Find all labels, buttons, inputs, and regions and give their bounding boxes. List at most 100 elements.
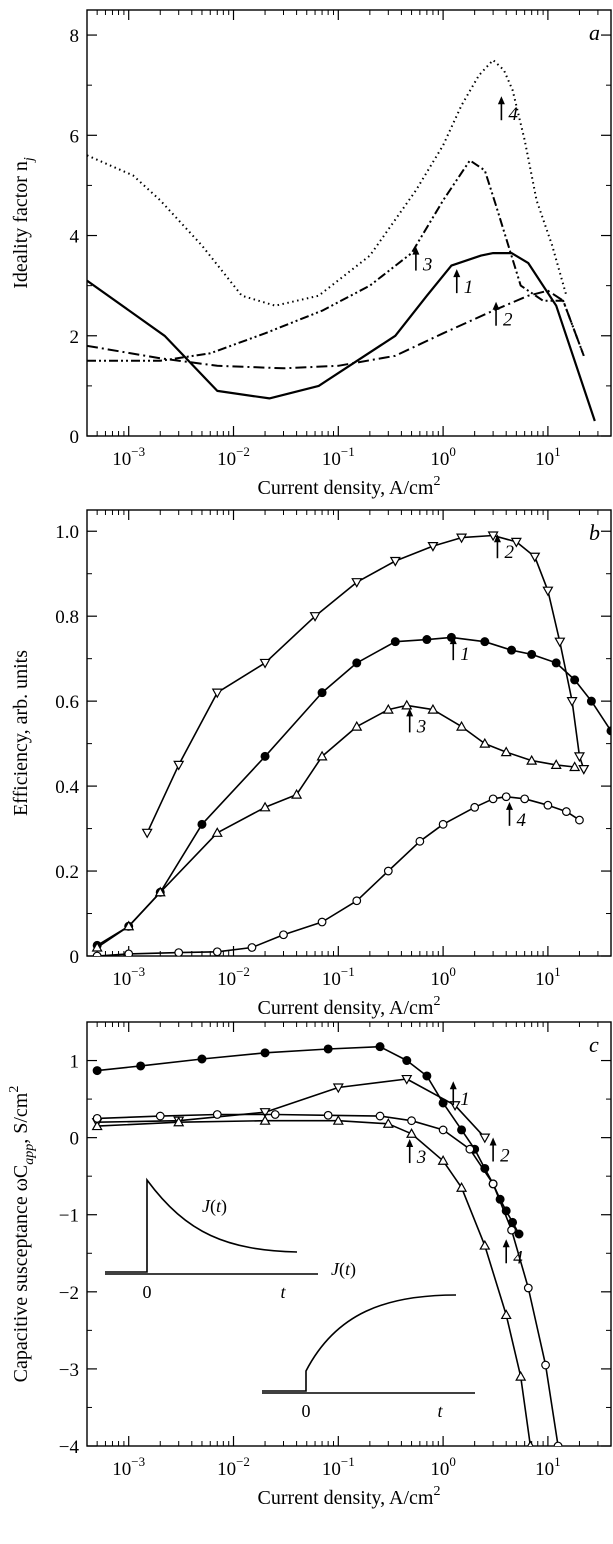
x-tick-label: 10−1: [322, 1454, 355, 1480]
data-point-1: [136, 1061, 146, 1071]
y-tick-label: 8: [70, 26, 80, 47]
data-point-3: [569, 761, 581, 772]
curve-arrowhead-4: [505, 801, 513, 810]
curve-label-3: 3: [416, 1147, 427, 1168]
data-point-2: [259, 1108, 271, 1118]
data-point-3: [437, 1155, 449, 1165]
data-point-1: [390, 637, 400, 647]
data-point-4: [541, 1360, 550, 1370]
x-tick-label-exponent: −3: [131, 964, 145, 979]
data-point-3: [526, 754, 538, 765]
y-tick-label: 0: [70, 947, 80, 968]
data-point-1: [323, 1044, 333, 1054]
data-point-3: [173, 1116, 185, 1127]
inset-func-name: J: [202, 1196, 211, 1216]
inset-func-paren: (: [210, 1196, 216, 1217]
y-tick-label: −4: [59, 1437, 80, 1458]
x-tick-label-base: 10: [535, 1459, 554, 1480]
x-tick-label-base: 10: [112, 969, 131, 990]
data-point-3: [550, 759, 562, 769]
panel-letter: a: [589, 20, 600, 45]
curve-arrowhead-3: [406, 1139, 414, 1148]
inset-t-label: t: [280, 1282, 286, 1302]
data-point-1: [422, 1071, 432, 1081]
inset-zero-label: 0: [143, 1282, 152, 1302]
data-point-3: [500, 1309, 512, 1320]
x-tick-label: 10−1: [322, 444, 355, 470]
inset-1: 0 tJ(t): [105, 1177, 318, 1302]
data-point-4: [212, 1110, 222, 1119]
x-tick-label: 101: [535, 444, 561, 470]
data-point-2: [456, 533, 468, 544]
x-tick-label: 10−3: [112, 964, 145, 990]
data-point-2: [332, 1083, 344, 1094]
data-point-3: [332, 1114, 344, 1125]
curve-label-1: 1: [460, 1089, 470, 1110]
data-point-4: [270, 1110, 280, 1119]
x-tick-label-base: 10: [112, 1459, 131, 1480]
data-layer: [87, 59, 596, 422]
x-tick-label-exponent: 0: [449, 964, 456, 979]
x-axis-label-sup: 2: [433, 1484, 440, 1499]
data-point-3: [123, 920, 135, 931]
data-point-2: [141, 828, 153, 839]
x-tick-label-base: 10: [322, 449, 341, 470]
data-point-3: [91, 1120, 103, 1131]
data-point-3: [259, 1114, 271, 1125]
x-tick-label-base: 10: [535, 969, 554, 990]
y-tick-label: 2: [70, 327, 80, 348]
curve-label-2: 2: [500, 1146, 510, 1167]
data-point-3: [91, 941, 103, 952]
data-point-3: [500, 746, 512, 757]
x-tick-label-exponent: −2: [236, 1454, 250, 1469]
x-tick-label: 100: [430, 444, 456, 470]
data-point-1: [507, 645, 517, 655]
inset-func-label: J(t): [331, 1259, 356, 1280]
x-axis-label-sup: 2: [433, 994, 440, 1009]
x-tick-label: 10−2: [217, 444, 250, 470]
data-point-2: [487, 531, 499, 542]
data-point-2: [578, 765, 590, 775]
data-point-3: [456, 1182, 468, 1192]
data-point-4: [523, 1283, 533, 1293]
data-point-2: [173, 760, 185, 771]
curve-arrowhead-3: [412, 246, 420, 255]
series-line-2: [97, 1078, 486, 1139]
data-point-3: [527, 1440, 534, 1446]
data-point-4: [575, 815, 584, 825]
data-point-3: [211, 827, 223, 837]
data-point-3: [515, 1370, 527, 1381]
data-point-3: [406, 1128, 418, 1138]
curve-label-1: 1: [460, 644, 470, 665]
data-point-4: [543, 800, 553, 810]
y-tick-label: 6: [70, 126, 80, 147]
y-tick-label: 4: [70, 227, 80, 248]
data-point-2: [566, 697, 578, 707]
x-axis-label-text: Current density, A/cm: [258, 997, 434, 1019]
y-tick-label: −2: [59, 1283, 79, 1304]
curve-label-4: 4: [513, 1247, 523, 1268]
y-axis-label-tail: , S/cm: [10, 1092, 32, 1144]
x-tick-label-exponent: 1: [554, 444, 561, 459]
data-point-1: [92, 1066, 102, 1076]
data-point-3: [479, 737, 491, 748]
x-tick-label-exponent: 1: [554, 1454, 561, 1469]
series-line-4: [87, 59, 568, 307]
x-tick-label: 10−3: [112, 444, 145, 470]
x-tick-label-exponent: −1: [341, 964, 355, 979]
data-point-2: [542, 586, 554, 597]
x-tick-label-base: 10: [322, 969, 341, 990]
x-axis-label-text: Current density, A/cm: [258, 1487, 434, 1509]
data-point-1: [457, 1125, 467, 1135]
data-point-4: [561, 807, 571, 816]
data-point-1: [480, 637, 490, 647]
data-point-4: [488, 1179, 498, 1189]
data-point-4: [155, 1111, 165, 1121]
data-point-2: [351, 578, 363, 588]
curve-arrowhead-2: [492, 301, 500, 310]
data-point-4: [174, 948, 184, 956]
inset-t-label: t: [437, 1401, 443, 1421]
